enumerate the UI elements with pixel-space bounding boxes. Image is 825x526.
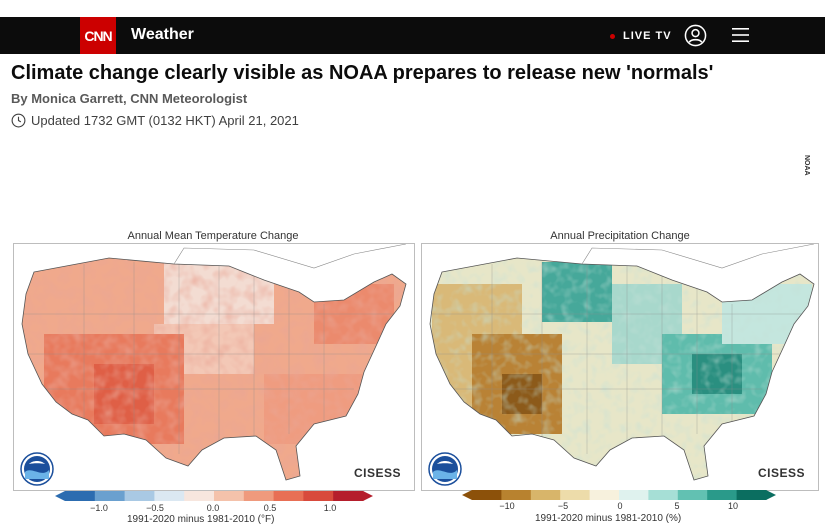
updated-text: Updated 1732 GMT (0132 HKT) April 21, 20… [31, 113, 299, 128]
legend-tick-label: 0.5 [263, 503, 277, 513]
temperature-map-title: Annual Mean Temperature Change [127, 230, 299, 242]
legend-swatch [736, 490, 767, 500]
hamburger-menu-icon[interactable] [732, 28, 749, 42]
legend-right-arrow [363, 491, 373, 501]
legend-right-arrow [766, 490, 776, 500]
article-headline: Climate change clearly visible as NOAA p… [11, 62, 714, 84]
clock-icon [11, 113, 26, 128]
legend-swatch [243, 491, 275, 501]
image-credit: NOAA [803, 155, 810, 176]
legend-tick-label: −10 [499, 501, 515, 511]
legend-swatch [154, 491, 185, 501]
temperature-legend-caption: 1991-2020 minus 1981-2010 (°F) [127, 514, 275, 525]
cisess-watermark: CISESS [354, 466, 402, 480]
legend-tick-label: −5 [557, 501, 569, 511]
legend-swatch [472, 490, 502, 500]
legend-tick-label: 10 [727, 501, 739, 511]
legend-tick-label: 5 [674, 501, 680, 511]
legend-left-arrow [462, 490, 472, 500]
legend-swatch [619, 490, 649, 500]
legend-swatch [184, 491, 215, 501]
top-navigation-bar [0, 17, 825, 54]
legend-swatch [501, 490, 532, 500]
top-strip [0, 0, 683, 17]
temperature-color-legend [55, 491, 373, 501]
legend-swatch [677, 490, 708, 500]
precipitation-map: CISESS [421, 243, 819, 491]
user-circle-icon[interactable] [684, 24, 707, 47]
legend-tick-label: 0.0 [206, 503, 220, 513]
legend-swatch [94, 491, 126, 501]
cisess-watermark: CISESS [758, 466, 806, 480]
legend-swatch [303, 491, 334, 501]
cnn-logo[interactable]: CNN [80, 17, 116, 54]
precipitation-color-legend [462, 490, 776, 500]
legend-swatch [707, 490, 738, 500]
legend-swatch [333, 491, 364, 501]
article-updated-timestamp: Updated 1732 GMT (0132 HKT) April 21, 20… [11, 113, 299, 128]
legend-swatch [65, 491, 96, 501]
section-name-link[interactable]: Weather [131, 26, 194, 43]
live-tv-link[interactable]: LIVE TV [610, 30, 672, 42]
legend-swatch [648, 490, 679, 500]
legend-tick-label: −0.5 [146, 503, 164, 513]
precipitation-legend-caption: 1991-2020 minus 1981-2010 (%) [535, 513, 682, 524]
legend-swatch [589, 490, 620, 500]
noaa-logo-icon [20, 452, 54, 486]
precipitation-map-title: Annual Precipitation Change [550, 230, 690, 242]
legend-swatch [530, 490, 561, 500]
temperature-map: CISESS [13, 243, 415, 491]
legend-tick-label: 1.0 [323, 503, 337, 513]
noaa-logo-icon [428, 452, 462, 486]
legend-tick-label: −1.0 [90, 503, 108, 513]
live-dot-icon [610, 33, 615, 39]
article-byline[interactable]: By Monica Garrett, CNN Meteorologist [11, 91, 248, 106]
legend-swatch [273, 491, 304, 501]
legend-swatch [560, 490, 591, 500]
legend-swatch [124, 491, 155, 501]
legend-tick-label: 0 [617, 501, 623, 511]
legend-left-arrow [55, 491, 65, 501]
live-tv-label: LIVE TV [623, 30, 672, 42]
legend-swatch [214, 491, 245, 501]
